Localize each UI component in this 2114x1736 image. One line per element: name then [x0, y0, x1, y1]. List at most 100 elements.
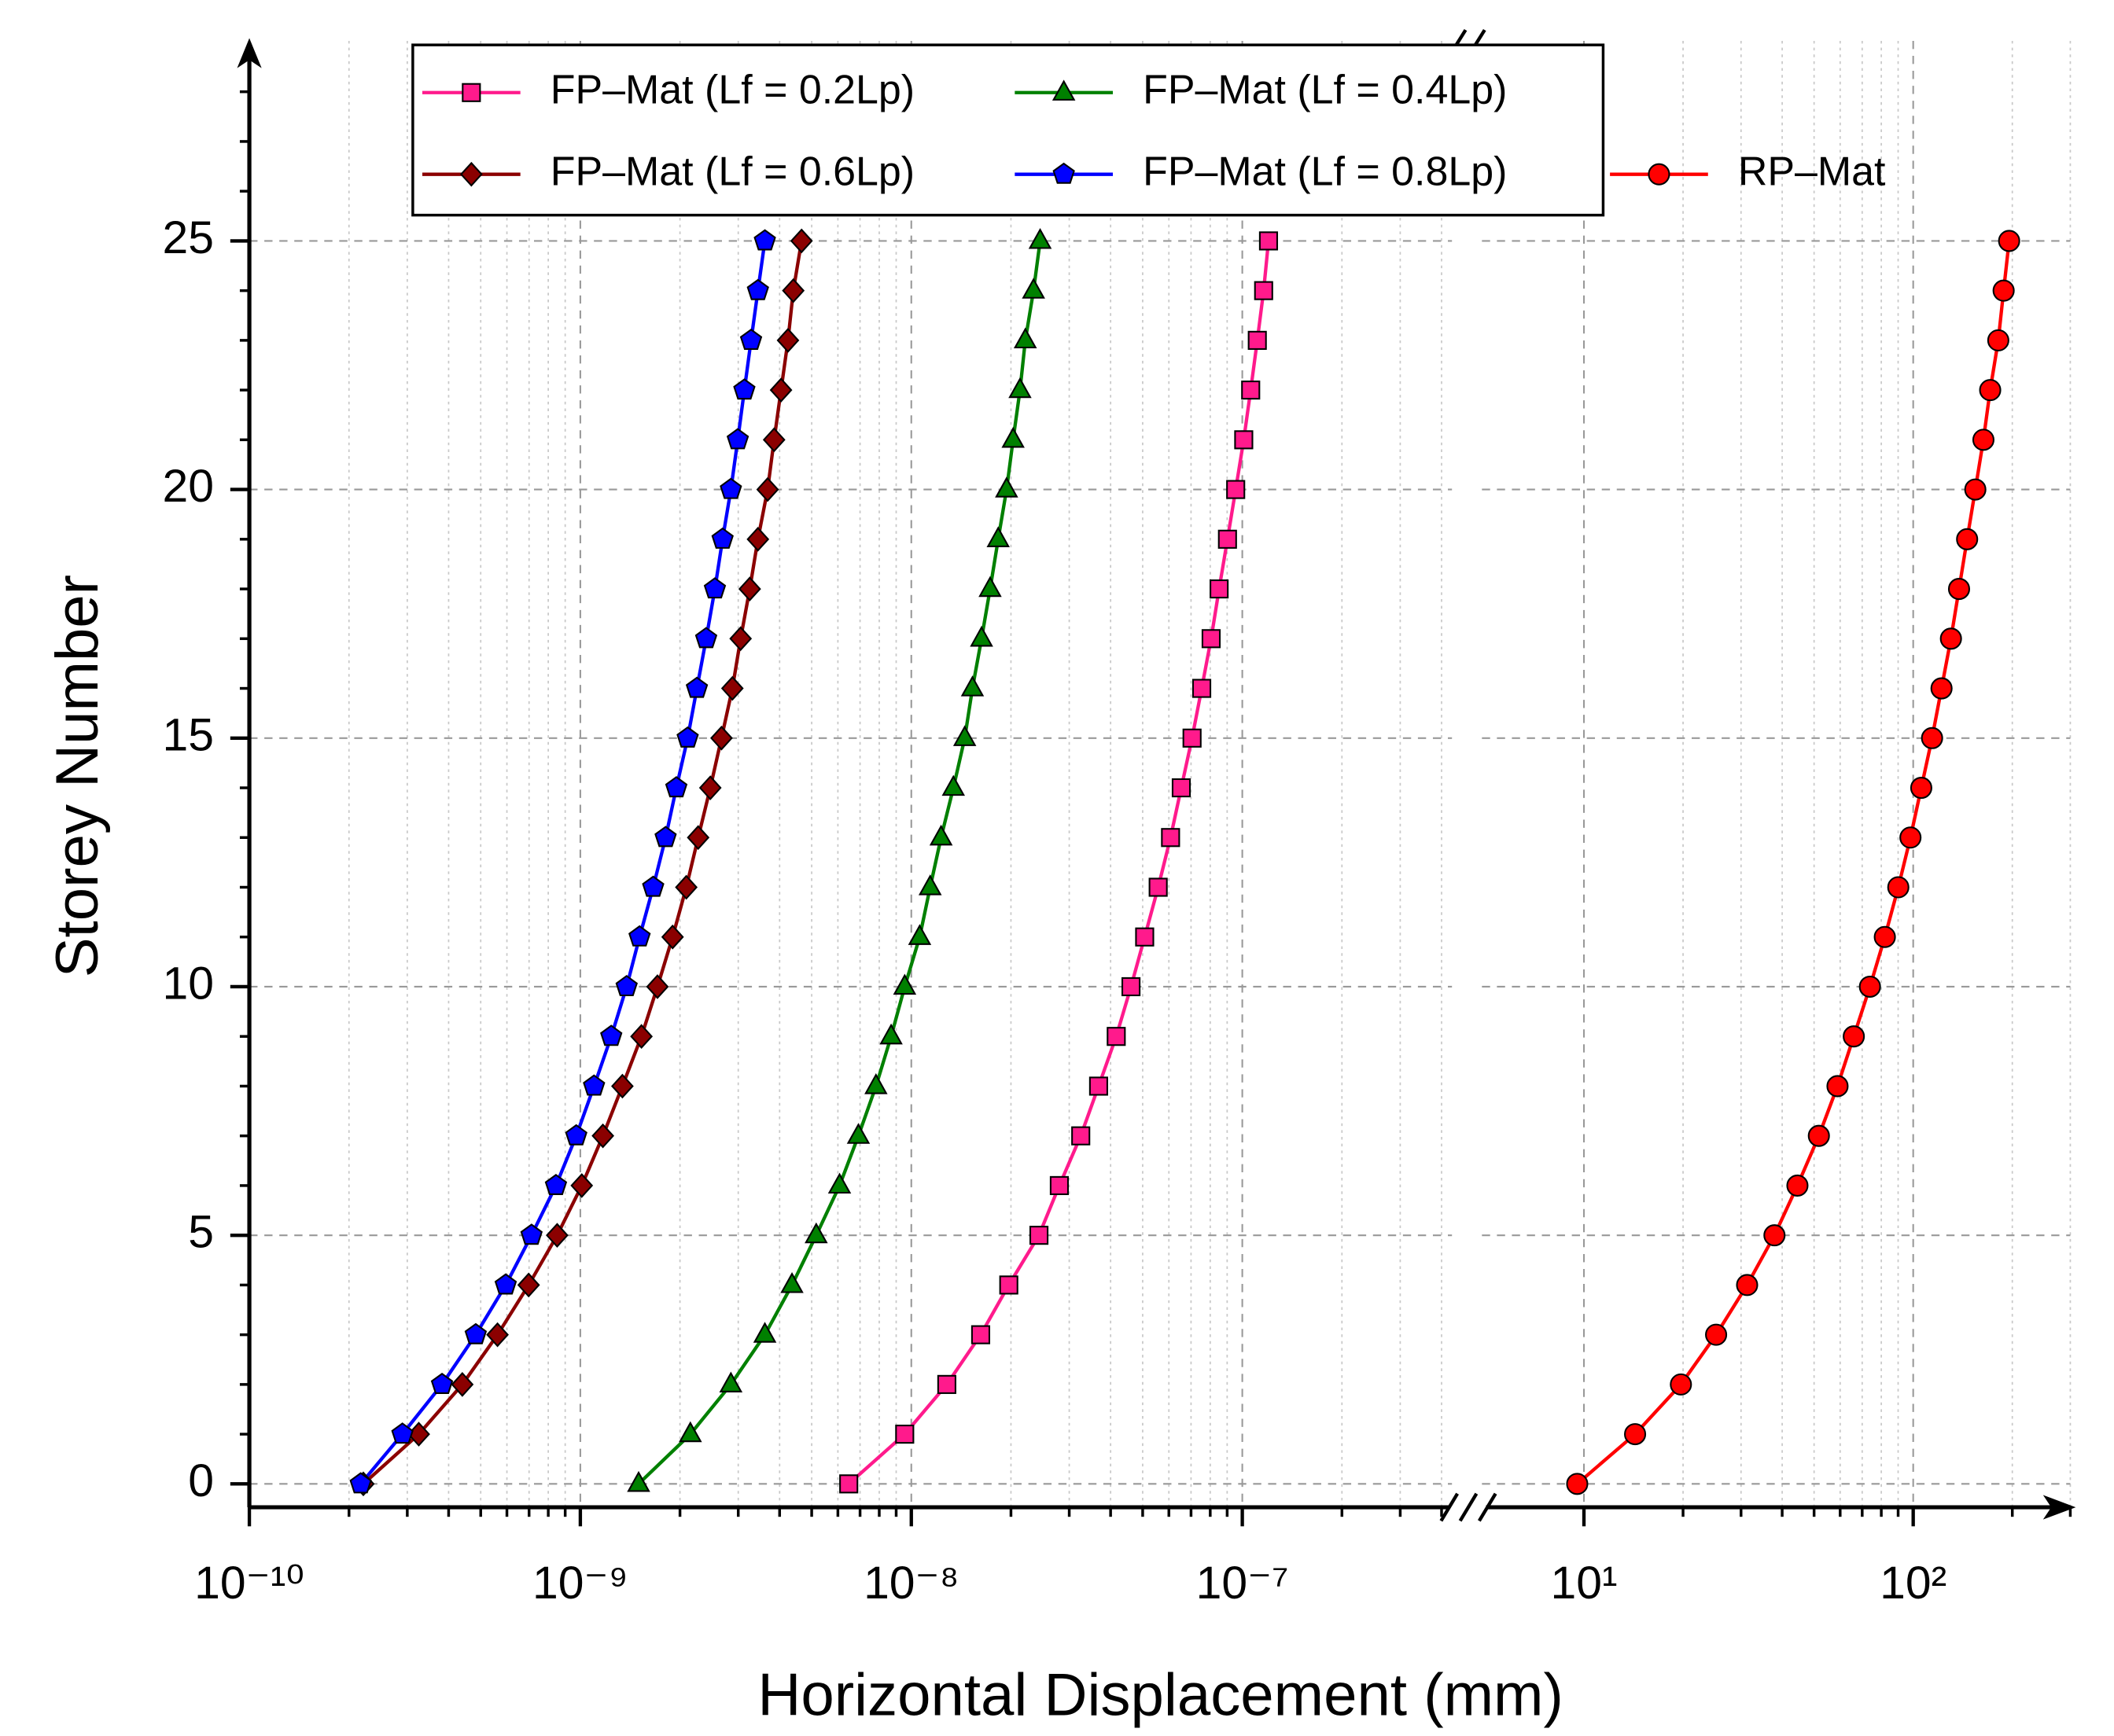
marker — [1670, 1373, 1692, 1396]
marker — [995, 476, 1018, 498]
marker — [738, 576, 761, 601]
marker — [451, 1372, 474, 1397]
legend-box — [411, 43, 1605, 217]
marker — [720, 675, 744, 701]
marker — [679, 1421, 702, 1443]
marker — [1992, 279, 2015, 302]
marker — [1226, 480, 1246, 499]
legend: FP–Mat (Lf = 0.2Lp) FP–Mat (Lf = 0.4Lp) FP… — [411, 43, 1886, 217]
series-line — [1576, 241, 2011, 1485]
x-tick-label: 10⁻⁹ — [532, 1558, 628, 1609]
marker — [978, 576, 1002, 598]
marker — [1858, 975, 1881, 998]
marker — [544, 1173, 568, 1195]
marker — [1241, 381, 1261, 400]
marker — [685, 676, 709, 698]
marker — [753, 229, 776, 251]
marker — [546, 1223, 569, 1248]
series-line — [637, 241, 1042, 1485]
marker — [591, 1123, 615, 1149]
marker — [1763, 1224, 1786, 1247]
marker — [1826, 1075, 1849, 1098]
y-axis-title: Storey Number — [44, 575, 111, 977]
marker — [805, 1222, 828, 1244]
marker — [1052, 162, 1075, 184]
axes: 10⁻¹⁰ 10⁻⁹ 10⁻⁸ 10⁻⁷ 10¹ 10² 0 5 10 15 20 25 — [163, 28, 2076, 1609]
marker — [1191, 679, 1212, 698]
marker — [895, 1425, 915, 1444]
marker — [726, 428, 749, 450]
marker — [464, 1322, 488, 1344]
y-tick-label: 25 — [163, 212, 214, 263]
marker — [1217, 529, 1237, 549]
marker — [517, 1272, 540, 1298]
marker — [999, 1275, 1018, 1295]
marker — [1736, 1274, 1759, 1296]
marker — [1786, 1174, 1809, 1197]
legend-label: FP–Mat (Lf = 0.8Lp) — [1143, 149, 1507, 194]
marker — [839, 1474, 859, 1494]
marker — [1182, 728, 1202, 748]
marker — [486, 1322, 509, 1348]
marker — [970, 1325, 991, 1344]
marker — [780, 1271, 804, 1293]
marker — [570, 1173, 594, 1198]
marker — [1071, 1126, 1091, 1146]
marker — [628, 925, 651, 947]
marker — [1254, 281, 1273, 300]
y-tick-label: 20 — [163, 461, 214, 512]
marker — [1939, 627, 1962, 650]
marker — [762, 427, 786, 453]
marker — [952, 725, 977, 746]
marker — [1956, 528, 1979, 550]
marker — [1234, 430, 1254, 450]
marker — [986, 526, 1010, 547]
marker — [846, 1123, 871, 1144]
marker — [703, 577, 727, 599]
y-tick-label: 0 — [188, 1455, 214, 1506]
marker — [1121, 977, 1141, 997]
marker — [1648, 163, 1670, 186]
marker — [1947, 578, 1971, 601]
marker — [960, 675, 985, 697]
marker — [665, 776, 688, 798]
marker — [1258, 231, 1279, 251]
marker — [1029, 1226, 1049, 1245]
marker — [1998, 230, 2020, 252]
marker — [1135, 927, 1155, 947]
series-line — [847, 241, 1271, 1485]
marker — [349, 1472, 372, 1494]
marker — [1987, 329, 2009, 351]
grid — [249, 40, 2072, 1508]
legend-label: FP–Mat (Lf = 0.2Lp) — [551, 67, 915, 112]
marker — [1210, 579, 1229, 599]
marker — [1930, 677, 1953, 700]
marker — [642, 875, 665, 897]
x-tick-label: 10⁻⁷ — [1196, 1558, 1289, 1609]
marker — [769, 377, 793, 403]
y-axis-arrow — [237, 38, 262, 68]
marker — [654, 826, 677, 848]
marker — [676, 726, 699, 748]
marker — [782, 278, 805, 303]
x-axis-arrow — [2042, 1495, 2076, 1520]
marker — [694, 627, 718, 649]
marker — [611, 1073, 634, 1099]
marker — [733, 378, 756, 400]
marker — [583, 1074, 606, 1096]
marker — [756, 476, 779, 502]
marker — [1051, 79, 1076, 101]
marker — [1107, 1027, 1126, 1046]
marker — [776, 328, 800, 353]
marker — [1566, 1473, 1589, 1495]
marker — [687, 825, 710, 851]
marker — [1910, 776, 1932, 800]
legend-label: FP–Mat (Lf = 0.4Lp) — [1143, 67, 1507, 112]
marker — [630, 1024, 654, 1050]
marker — [1247, 330, 1267, 350]
x-tick-label: 10⁻¹⁰ — [194, 1558, 304, 1609]
x-axis-title: Horizontal Displacement (mm) — [757, 1661, 1563, 1728]
series-line — [362, 241, 804, 1485]
marker — [941, 774, 966, 796]
